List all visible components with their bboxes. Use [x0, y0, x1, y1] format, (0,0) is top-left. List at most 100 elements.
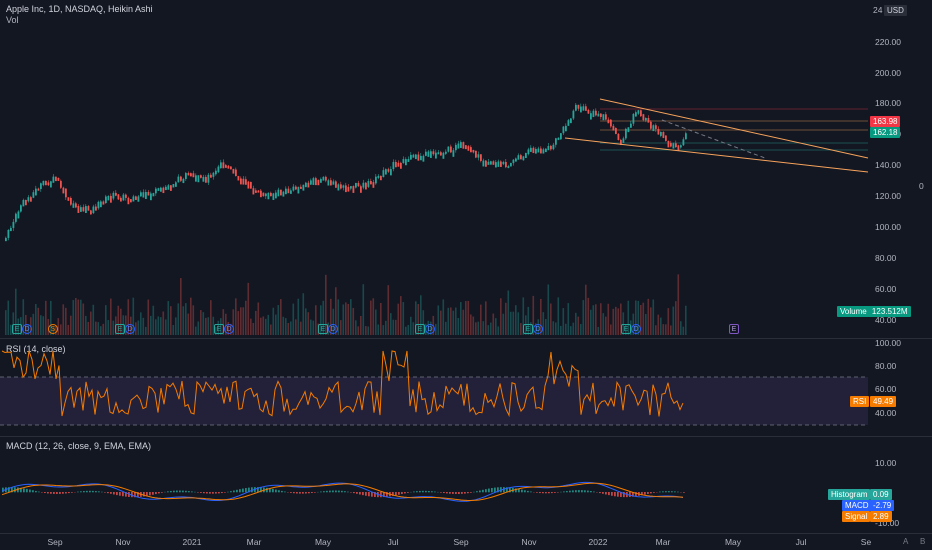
volume-bar [437, 305, 440, 335]
macd-tick-label: 10.00 [875, 458, 897, 468]
volume-bar [352, 307, 355, 335]
volume-bar [32, 313, 35, 335]
macd-histogram-bar [623, 492, 625, 498]
candle [177, 176, 180, 183]
earnings-event-icon[interactable]: E [214, 324, 224, 334]
log-scale-button[interactable]: B [920, 537, 926, 546]
volume-bar [492, 313, 495, 335]
candle [210, 174, 212, 178]
histogram-tag-label: Histogram [828, 489, 871, 500]
volume-bar [662, 324, 665, 335]
volume-bar [15, 288, 17, 335]
candle [455, 144, 457, 151]
earnings-event-icon[interactable]: E [415, 324, 425, 334]
candle [27, 197, 30, 202]
rsi-chart[interactable] [0, 339, 932, 436]
volume-bar [177, 303, 180, 335]
macd-histogram-bar [23, 488, 25, 493]
macd-chart[interactable] [0, 437, 932, 533]
volume-bar [627, 300, 630, 335]
candle [570, 118, 572, 124]
volume-bar [292, 303, 295, 335]
earnings-event-icon[interactable]: E [318, 324, 328, 334]
macd-histogram-bar [401, 492, 403, 495]
pane-separator[interactable] [0, 436, 932, 437]
volume-bar [590, 309, 592, 335]
future-earnings-icon[interactable]: E [729, 324, 739, 334]
candle [97, 201, 100, 209]
pane-separator[interactable] [0, 338, 932, 339]
volume-bar [95, 321, 97, 335]
volume-bar [107, 320, 110, 335]
candle [232, 169, 235, 174]
split-event-icon[interactable]: S [48, 324, 58, 334]
volume-bar [660, 317, 662, 335]
dividend-event-icon[interactable]: D [224, 324, 234, 334]
candle [420, 155, 422, 161]
volume-bar [272, 307, 275, 335]
macd-histogram-bar [575, 490, 577, 493]
macd-histogram-bar [257, 487, 259, 493]
macd-histogram-bar [611, 492, 613, 496]
macd-histogram-bar [614, 492, 616, 497]
price-chart[interactable] [0, 0, 932, 338]
volume-bar [90, 311, 92, 335]
earnings-event-icon[interactable]: E [621, 324, 631, 334]
candle [140, 192, 142, 197]
volume-bar [460, 302, 462, 335]
macd-histogram-bar [608, 492, 610, 496]
macd-histogram-bar [371, 492, 373, 497]
dividend-event-icon[interactable]: D [22, 324, 32, 334]
macd-histogram-bar [374, 492, 376, 498]
candle [632, 113, 635, 124]
macd-histogram-bar [455, 492, 457, 495]
earnings-event-icon[interactable]: E [12, 324, 22, 334]
volume-bar [417, 304, 420, 335]
candle [20, 205, 22, 212]
macd-histogram-bar [191, 491, 193, 493]
macd-histogram-bar [518, 489, 520, 493]
price-tick-label: 140.00 [875, 160, 901, 170]
volume-bar [277, 305, 280, 335]
volume-bar [635, 300, 637, 335]
macd-histogram-bar [182, 490, 184, 493]
macd-histogram-bar [260, 487, 262, 493]
candle [180, 176, 182, 181]
dividend-event-icon[interactable]: D [125, 324, 135, 334]
auto-scale-button[interactable]: A [903, 537, 909, 546]
candle [240, 178, 242, 185]
macd-histogram-bar [197, 492, 199, 493]
volume-bar [337, 299, 340, 335]
earnings-event-icon[interactable]: E [115, 324, 125, 334]
macd-histogram-bar [149, 492, 151, 496]
volume-bar [547, 284, 550, 335]
volume-bar [600, 303, 602, 335]
dividend-event-icon[interactable]: D [631, 324, 641, 334]
price-tick-label: 200.00 [875, 68, 901, 78]
volume-bar [575, 312, 577, 335]
volume-bar [515, 305, 517, 335]
volume-bar [470, 314, 472, 335]
macd-histogram-bar [356, 492, 358, 494]
candle [195, 175, 197, 182]
dividend-event-icon[interactable]: D [328, 324, 338, 334]
macd-histogram-bar [113, 492, 115, 495]
macd-histogram-bar [251, 487, 253, 493]
currency-button[interactable]: USD [884, 5, 907, 16]
earnings-event-icon[interactable]: E [523, 324, 533, 334]
volume-bar [655, 325, 657, 335]
candle [510, 162, 512, 167]
candle [405, 159, 407, 166]
volume-bar [117, 305, 120, 335]
chart-title: Apple Inc, 1D, NASDAQ, Heikin Ashi [6, 4, 153, 14]
macd-histogram-bar [221, 492, 223, 494]
volume-bar [395, 319, 397, 335]
macd-histogram-bar [635, 492, 637, 497]
dividend-event-icon[interactable]: D [533, 324, 543, 334]
macd-histogram-bar [383, 492, 385, 498]
candle [642, 114, 645, 121]
dividend-event-icon[interactable]: D [425, 324, 435, 334]
candle [492, 161, 495, 165]
time-label: Mar [655, 537, 671, 547]
volume-bar [232, 309, 235, 335]
